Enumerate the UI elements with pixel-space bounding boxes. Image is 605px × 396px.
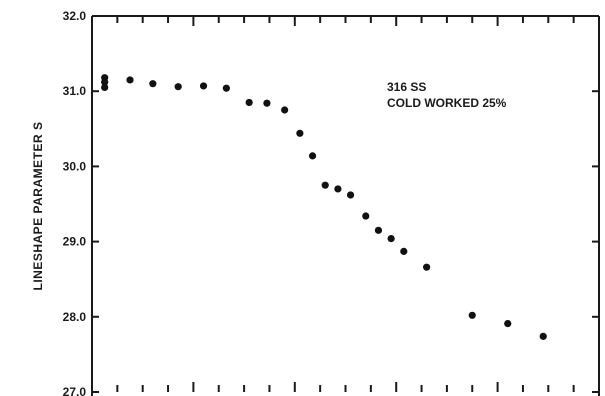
y-tick-label: 31.0	[63, 84, 87, 98]
tick-labels-layer: 27.0 28.0 29.0 30.0 31.0 32.0	[63, 9, 87, 396]
data-point	[321, 181, 329, 189]
y-axis-title: LINESHAPE PARAMETER S	[31, 122, 45, 291]
y-tick-label: 29.0	[63, 235, 87, 249]
data-point	[174, 83, 182, 91]
data-point	[308, 152, 317, 160]
data-point	[222, 84, 230, 92]
y-tick-label: 27.0	[63, 385, 87, 396]
data-point	[400, 247, 408, 255]
data-point	[199, 82, 208, 90]
y-tick-label: 32.0	[63, 9, 87, 23]
data-point	[362, 212, 370, 220]
data-point	[149, 80, 157, 88]
data-point	[126, 76, 134, 84]
data-point	[423, 263, 431, 271]
points-layer	[101, 74, 547, 340]
data-point	[263, 99, 271, 107]
data-point	[374, 226, 383, 234]
annotation-material: 316 SS	[387, 80, 426, 94]
data-point	[296, 129, 304, 137]
plot-frame	[91, 15, 600, 396]
data-point	[468, 311, 476, 319]
y-tick-label: 30.0	[63, 159, 87, 173]
data-point	[101, 83, 109, 92]
data-point	[334, 185, 342, 193]
y-tick-label: 28.0	[63, 310, 87, 324]
data-point	[387, 234, 395, 243]
ticks-layer	[91, 15, 600, 393]
data-point	[245, 98, 253, 107]
data-point	[101, 78, 109, 86]
data-point	[504, 319, 512, 328]
annotation-treatment: COLD WORKED 25%	[387, 96, 507, 110]
data-point	[539, 332, 547, 340]
data-point	[281, 106, 289, 114]
data-point	[346, 191, 355, 199]
